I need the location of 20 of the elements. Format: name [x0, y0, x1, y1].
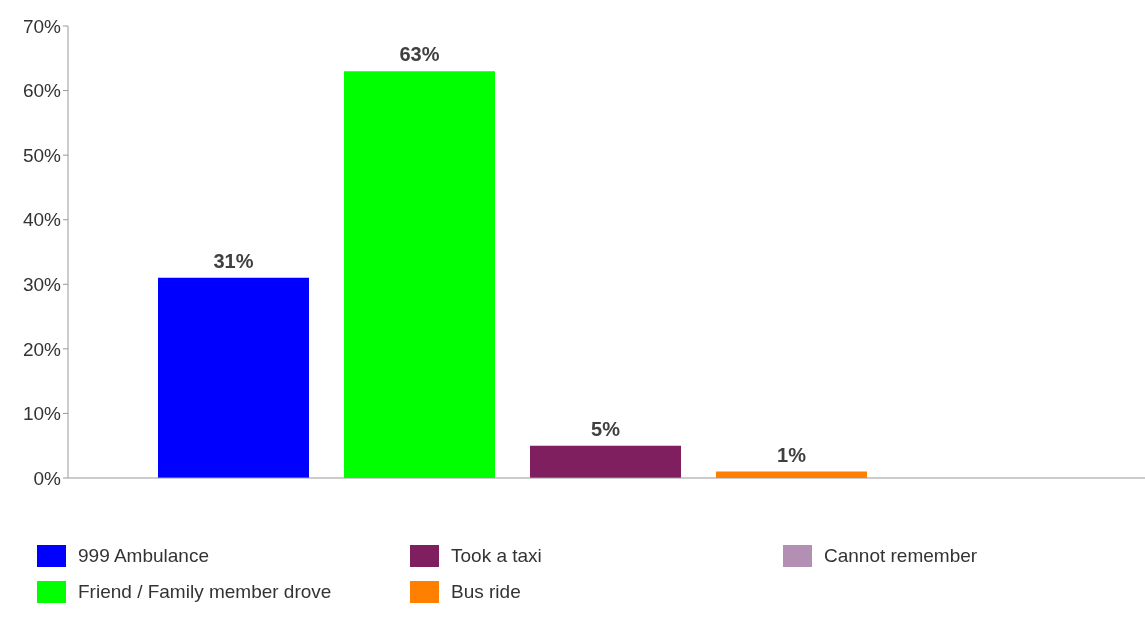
- y-tick-label: 50%: [22, 144, 62, 166]
- data-label: 1%: [777, 443, 807, 466]
- legend-label: Cannot remember: [824, 545, 978, 567]
- y-tick-label: 0%: [33, 467, 62, 489]
- bar: [158, 277, 309, 478]
- bar: [530, 445, 681, 478]
- legend-label: 999 Ambulance: [78, 545, 209, 567]
- data-label: 5%: [591, 417, 621, 440]
- y-tick-label: 70%: [22, 15, 62, 37]
- y-tick-label: 40%: [22, 209, 62, 231]
- bar: [344, 71, 495, 478]
- legend-label: Bus ride: [451, 581, 521, 603]
- y-tick-label: 20%: [22, 338, 62, 360]
- y-tick-label: 10%: [22, 403, 62, 425]
- data-label: 63%: [399, 43, 440, 66]
- y-tick-label: 30%: [22, 274, 62, 296]
- y-tick-label: 60%: [22, 80, 62, 102]
- data-label: 31%: [213, 249, 254, 272]
- legend-label: Took a taxi: [451, 545, 542, 567]
- legend-label: Friend / Family member drove: [78, 581, 332, 603]
